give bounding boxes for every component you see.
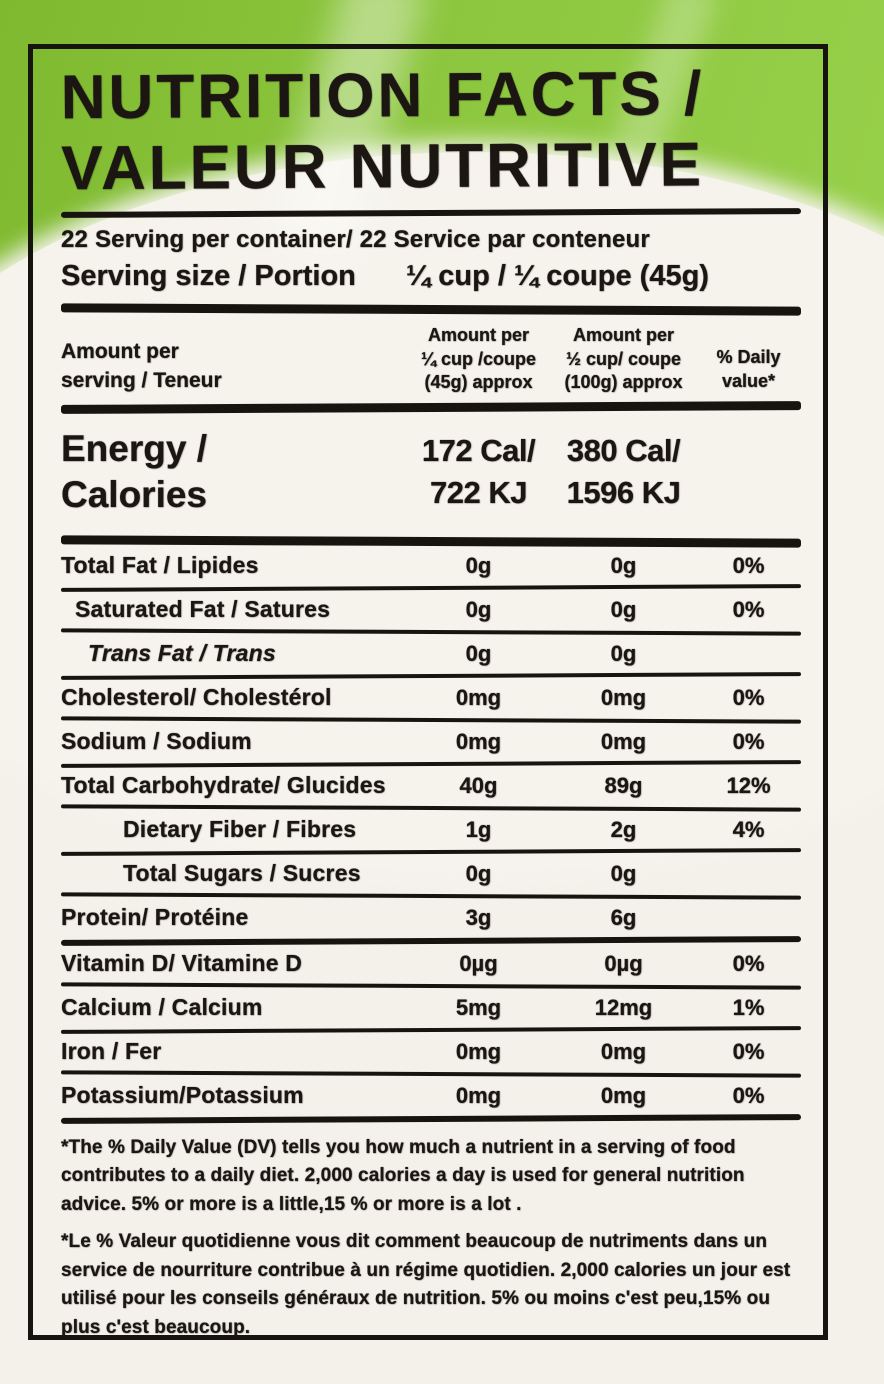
nutrient-dv: 0%: [732, 596, 765, 622]
white-swoosh-artwork: [0, 152, 884, 872]
separator: [60, 208, 802, 219]
nutrient-name: Protein/ Protéine: [61, 904, 249, 931]
footnote-french: *Le % Valeur quotidienne vous dit commen…: [61, 1231, 791, 1338]
row-cholesterol: Cholesterol/ Cholestérol 0mg 0mg 0%: [61, 678, 801, 718]
nutrient-name: Dietary Fiber / Fibres: [123, 816, 357, 843]
row-iron: Iron / Fer 0mg 0mg 0%: [61, 1032, 801, 1072]
nutrient-v2: 0g: [610, 552, 637, 578]
nutrient-v2: 0g: [610, 596, 637, 622]
nutrient-name: Vitamin D/ Vitamine D: [61, 950, 303, 977]
nutrient-dv: 4%: [732, 816, 765, 842]
amount-per-header: Amount per serving / Teneur: [61, 340, 222, 392]
title-line-english: NUTRITION FACTS /: [60, 59, 705, 133]
row-saturated-fat: Saturated Fat / Satures 0g 0g 0%: [61, 590, 801, 630]
energy-row: Energy / Calories 172 Cal/ 722 KJ 380 Ca…: [61, 416, 801, 533]
row-trans-fat: Trans Fat / Trans 0g 0g: [61, 634, 801, 674]
nutrient-v2: 2g: [610, 816, 637, 842]
row-total-fat: Total Fat / Lipides 0g 0g 0%: [61, 546, 801, 586]
nutrient-v2: 0g: [610, 640, 637, 666]
nutrient-name: Iron / Fer: [61, 1038, 162, 1065]
nutrient-v2: 0µg: [604, 950, 643, 976]
serving-size-label: Serving size / Portion: [61, 260, 356, 293]
nutrition-facts-label: NUTRITION FACTS / VALEUR NUTRITIVE 22 Se…: [28, 44, 828, 1340]
column-headers: Amount per serving / Teneur Amount per ¼…: [61, 314, 801, 403]
per-quarter-cup-header: Amount per ¼ cup /coupe (45g) approx: [420, 325, 537, 393]
energy-label: Energy / Calories: [61, 428, 208, 516]
nutrient-v2: 0mg: [600, 1082, 647, 1108]
nutrient-dv: 1%: [732, 994, 765, 1020]
row-sodium: Sodium / Sodium 0mg 0mg 0%: [61, 722, 801, 762]
nutrient-name: Trans Fat / Trans: [88, 640, 276, 667]
serving-size-row: Serving size / Portion ¼ cup / ¼ coupe (…: [61, 260, 801, 293]
nutrient-dv: 0%: [732, 950, 765, 976]
nutrient-v1: 0g: [465, 640, 492, 666]
nutrient-dv: 0%: [732, 552, 765, 578]
energy-per-half-cup: 380 Cal/ 1596 KJ: [566, 433, 681, 511]
nutrient-v2: 6g: [610, 904, 637, 930]
nutrient-name: Potassium/Potassium: [61, 1082, 304, 1109]
nutrient-v1: 1g: [465, 816, 492, 842]
nutrient-name: Total Carbohydrate/ Glucides: [61, 772, 386, 799]
footnote-english: *The % Daily Value (DV) tells you how mu…: [61, 1136, 745, 1215]
row-protein: Protein/ Protéine 3g 6g: [61, 898, 801, 938]
nutrient-v2: 0g: [610, 860, 637, 886]
nutrient-v1: 0mg: [455, 1038, 502, 1064]
nutrient-v2: 0mg: [600, 684, 647, 710]
row-total-sugars: Total Sugars / Sucres 0g 0g: [61, 854, 801, 894]
nutrient-v1: 0g: [465, 552, 492, 578]
nutrient-name: Sodium / Sodium: [61, 728, 252, 755]
nutrient-v2: 89g: [604, 772, 643, 798]
nutrient-v1: 0µg: [459, 950, 498, 976]
nutrient-name: Saturated Fat / Satures: [75, 596, 331, 623]
nutrient-dv: 0%: [732, 684, 765, 710]
energy-per-serving: 172 Cal/ 722 KJ: [421, 433, 536, 511]
nutrient-v2: 0mg: [600, 728, 647, 754]
nutrient-v1: 0mg: [455, 728, 502, 754]
nutrient-v1: 0g: [465, 596, 492, 622]
row-potassium: Potassium/Potassium 0mg 0mg 0%: [61, 1076, 801, 1116]
nutrient-name: Calcium / Calcium: [61, 994, 263, 1021]
nutrient-name: Total Fat / Lipides: [61, 552, 259, 579]
nutrient-name: Total Sugars / Sucres: [123, 860, 361, 887]
row-calcium: Calcium / Calcium 5mg 12mg 1%: [61, 988, 801, 1028]
daily-value-header: % Daily value*: [716, 347, 781, 391]
footnotes: *The % Daily Value (DV) tells you how mu…: [61, 1134, 801, 1343]
nutrient-dv: 12%: [726, 772, 771, 798]
serving-size-value: ¼ cup / ¼ coupe (45g): [406, 260, 709, 293]
nutrient-dv: 0%: [732, 1082, 765, 1108]
nutrient-v2: 12mg: [594, 994, 653, 1020]
nutrient-dv: 0%: [732, 728, 765, 754]
nutrient-v1: 40g: [459, 772, 498, 798]
title-line-french: VALEUR NUTRITIVE: [61, 130, 705, 203]
nutrient-v1: 0g: [465, 860, 492, 886]
nutrient-v1: 0mg: [455, 684, 502, 710]
nutrient-v1: 0mg: [455, 1082, 502, 1108]
nutrient-v1: 3g: [465, 904, 492, 930]
row-total-carbohydrate: Total Carbohydrate/ Glucides 40g 89g 12%: [61, 766, 801, 806]
row-vitamin-d: Vitamin D/ Vitamine D 0µg 0µg 0%: [61, 944, 801, 984]
nutrient-dv: 0%: [732, 1038, 765, 1064]
nutrient-name: Cholesterol/ Cholestérol: [61, 684, 332, 711]
row-dietary-fiber: Dietary Fiber / Fibres 1g 2g 4%: [61, 810, 801, 850]
nutrient-v1: 5mg: [455, 994, 502, 1020]
servings-per-container: 22 Serving per container/ 22 Service par…: [61, 226, 650, 254]
per-half-cup-header: Amount per ½ cup/ coupe (100g) approx: [564, 325, 683, 393]
label-title: NUTRITION FACTS / VALEUR NUTRITIVE: [61, 59, 802, 205]
nutrient-v2: 0mg: [600, 1038, 647, 1064]
